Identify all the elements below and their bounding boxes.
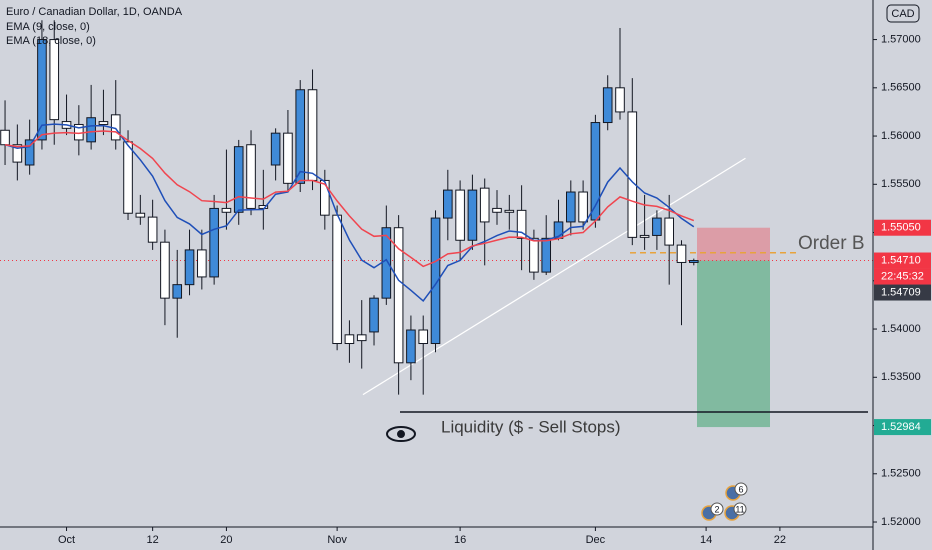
candle-body (147, 216, 158, 243)
candle-body (369, 297, 379, 333)
candle-body (566, 191, 576, 223)
candle-body (160, 241, 170, 299)
eye-pupil (397, 430, 405, 439)
y-tick-label: 1.52500 (881, 468, 921, 480)
candle-body (184, 249, 195, 286)
x-tick-label: 16 (454, 534, 466, 546)
price-label-box (874, 284, 931, 301)
stop-zone (697, 227, 770, 261)
candle-body (24, 139, 35, 166)
x-tick-label: 20 (220, 534, 232, 546)
price-label: 1.54709 (881, 286, 921, 298)
candle-body (270, 132, 281, 166)
y-tick-label: 1.57000 (881, 33, 921, 45)
candle-body (529, 237, 539, 273)
candle-body (578, 191, 588, 223)
price-label-box (874, 219, 931, 236)
candle-body (37, 39, 47, 141)
chart-title: Euro / Canadian Dollar, 1D, OANDA (6, 6, 183, 18)
candle-body (406, 329, 416, 364)
candle-body (49, 39, 60, 121)
candle-body (135, 212, 146, 218)
y-tick-label: 1.56000 (881, 130, 921, 142)
candle-body (479, 187, 490, 223)
candle-body (283, 132, 293, 184)
candle-body (639, 234, 650, 238)
legend-entry: EMA (9, close, 0) (6, 21, 90, 33)
countdown-box (874, 268, 931, 285)
candle-body (455, 189, 465, 241)
plot: Liquidity ($ - Sell Stops) Order B (0, 20, 873, 443)
candle-body (504, 209, 515, 213)
price-label-box (874, 419, 931, 436)
candle-body (86, 117, 96, 143)
legend-entry: EMA (18, close, 0) (6, 35, 96, 47)
candle-body (615, 87, 625, 113)
event-badge (734, 482, 748, 496)
event-badge (733, 502, 747, 516)
candle-body (246, 144, 256, 209)
currency-badge[interactable] (886, 4, 920, 23)
candle-body (172, 284, 183, 299)
price-label: 1.54710 (881, 254, 921, 266)
candle-body (467, 189, 478, 241)
candle-body (123, 141, 133, 214)
currency-label: CAD (891, 8, 914, 20)
candle-body (320, 179, 330, 216)
candle-body (0, 129, 10, 146)
candle-body (492, 207, 502, 213)
candle-body (332, 214, 342, 345)
y-tick-label: 1.53500 (881, 371, 921, 383)
trendline (362, 157, 746, 396)
event-badge (710, 502, 724, 516)
x-tick-label: 22 (774, 534, 786, 546)
candle-body (688, 260, 699, 263)
y-tick-label: 1.54000 (881, 323, 921, 335)
candle-body (664, 217, 675, 246)
target-zone (697, 260, 770, 428)
candle-body (209, 207, 219, 278)
price-label: 1.52984 (881, 421, 921, 433)
candle-body (356, 334, 367, 342)
x-tick-label: Dec (586, 534, 606, 546)
candle-body (307, 89, 318, 181)
candle-body (197, 249, 207, 278)
y-tick-label: 1.55500 (881, 178, 921, 190)
ema-line (4, 130, 695, 268)
x-tick-label: 12 (147, 534, 159, 546)
candle-body (676, 244, 687, 263)
x-tick-label: 14 (700, 534, 712, 546)
candle-body (652, 217, 662, 236)
event-count: 2 (714, 504, 719, 514)
candle-body (295, 89, 306, 184)
event-count: 11 (735, 504, 744, 514)
order-block-label: Order B (798, 233, 865, 254)
candle-body (541, 237, 552, 273)
x-tick-label: Oct (58, 534, 75, 546)
y-tick-label: 1.52000 (881, 516, 921, 528)
candle-body (430, 217, 441, 345)
eye-icon (386, 426, 416, 443)
price-label-box (874, 252, 931, 269)
event-count: 6 (738, 484, 743, 494)
x-tick-label: Nov (327, 534, 347, 546)
candle-body (98, 121, 109, 125)
candle-body (516, 209, 527, 239)
candle-body (602, 87, 613, 124)
y-tick-label: 1.56500 (881, 82, 921, 94)
countdown: 22:45:32 (881, 270, 924, 282)
candle-body (627, 111, 638, 238)
candle-body (344, 334, 355, 345)
candle-body (418, 329, 429, 345)
price-label: 1.55050 (881, 222, 921, 234)
candle-body (12, 144, 23, 163)
candle-body (233, 146, 244, 213)
candle-body (221, 207, 232, 213)
liquidity-label: Liquidity ($ - Sell Stops) (441, 418, 621, 437)
candle-body (443, 189, 453, 219)
candle-body (393, 227, 404, 364)
